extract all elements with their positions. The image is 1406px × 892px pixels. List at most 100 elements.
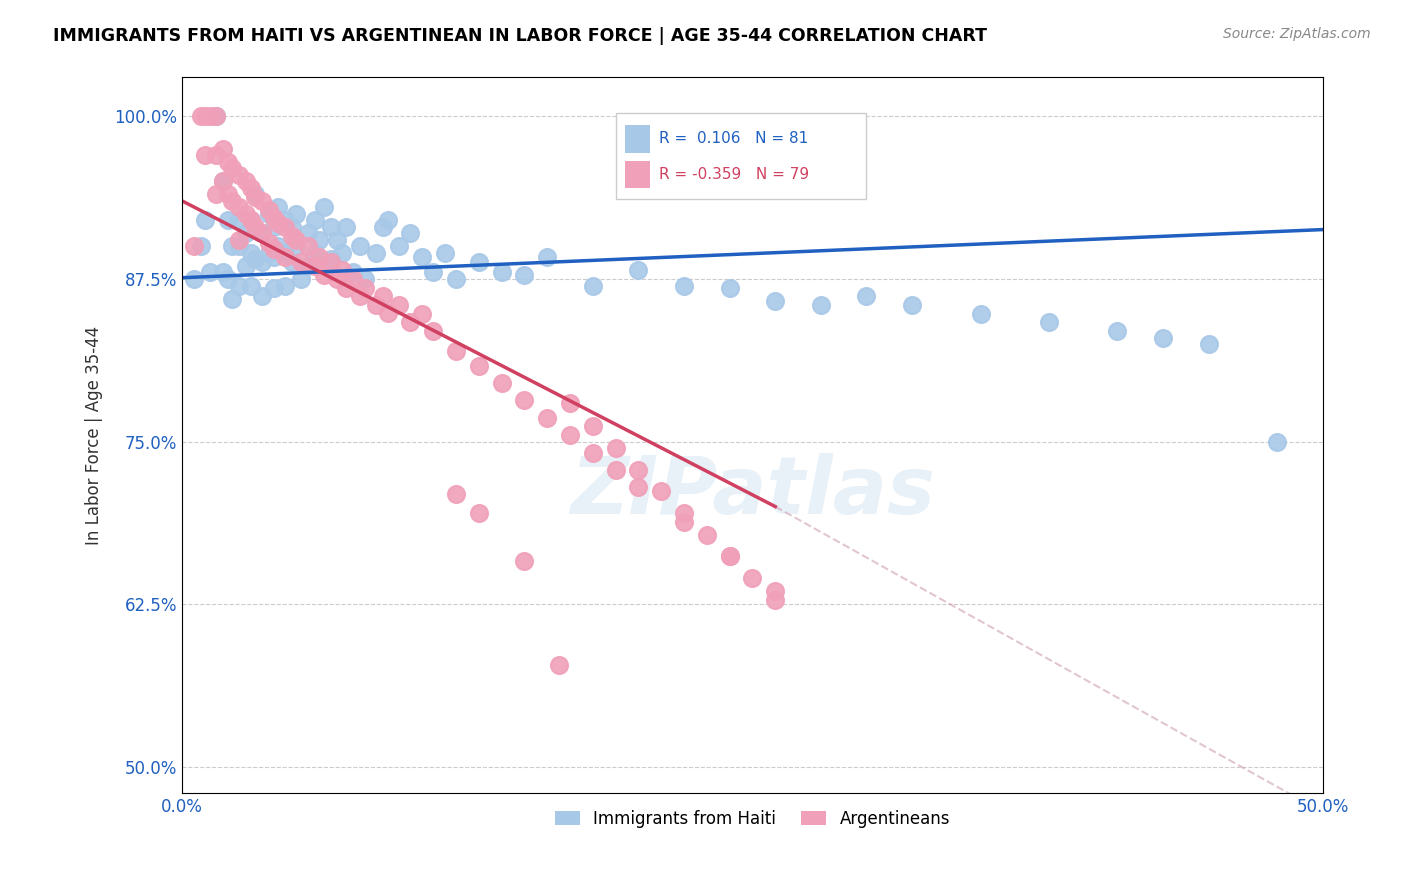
Point bbox=[263, 219, 285, 234]
FancyBboxPatch shape bbox=[616, 113, 866, 199]
Point bbox=[353, 272, 375, 286]
Point bbox=[285, 207, 308, 221]
Point bbox=[536, 411, 558, 425]
Text: ZIPatlas: ZIPatlas bbox=[569, 453, 935, 532]
Point bbox=[228, 278, 250, 293]
Point bbox=[491, 265, 513, 279]
Point bbox=[274, 213, 297, 227]
Point bbox=[297, 259, 319, 273]
Point bbox=[245, 187, 267, 202]
Point bbox=[399, 227, 422, 241]
Point bbox=[319, 252, 342, 267]
Point bbox=[290, 272, 312, 286]
Point bbox=[281, 219, 304, 234]
Point bbox=[366, 298, 388, 312]
Point bbox=[696, 528, 718, 542]
Point bbox=[274, 246, 297, 260]
Point bbox=[239, 278, 262, 293]
Point bbox=[810, 298, 832, 312]
Point bbox=[349, 289, 371, 303]
Point bbox=[312, 268, 335, 282]
Point bbox=[235, 259, 257, 273]
Point bbox=[399, 315, 422, 329]
Point bbox=[263, 281, 285, 295]
Point bbox=[468, 506, 491, 520]
Point bbox=[257, 246, 280, 260]
Point bbox=[673, 278, 696, 293]
Point bbox=[444, 343, 467, 358]
Point bbox=[221, 292, 243, 306]
Point bbox=[297, 227, 319, 241]
Point bbox=[194, 148, 217, 162]
Point bbox=[335, 219, 357, 234]
Point bbox=[1152, 330, 1174, 344]
Point bbox=[969, 307, 991, 321]
Point bbox=[267, 201, 290, 215]
Point bbox=[228, 213, 250, 227]
Point bbox=[217, 187, 239, 202]
Text: IMMIGRANTS FROM HAITI VS ARGENTINEAN IN LABOR FORCE | AGE 35-44 CORRELATION CHAR: IMMIGRANTS FROM HAITI VS ARGENTINEAN IN … bbox=[53, 27, 987, 45]
Point bbox=[650, 483, 672, 498]
Point bbox=[198, 110, 221, 124]
Point bbox=[308, 233, 330, 247]
Point bbox=[250, 289, 273, 303]
Point bbox=[491, 376, 513, 390]
Point bbox=[228, 233, 250, 247]
Point bbox=[901, 298, 924, 312]
Point bbox=[183, 239, 205, 253]
Point bbox=[228, 168, 250, 182]
Point bbox=[582, 419, 605, 434]
Point bbox=[285, 239, 308, 253]
Point bbox=[1198, 337, 1220, 351]
Point bbox=[228, 201, 250, 215]
Point bbox=[304, 259, 326, 273]
Point bbox=[312, 201, 335, 215]
Y-axis label: In Labor Force | Age 35-44: In Labor Force | Age 35-44 bbox=[86, 326, 103, 545]
Point bbox=[281, 229, 304, 244]
Point bbox=[274, 219, 297, 234]
Point bbox=[855, 289, 877, 303]
Point bbox=[267, 216, 290, 230]
Point bbox=[297, 239, 319, 253]
Point bbox=[741, 571, 763, 585]
Point bbox=[718, 281, 741, 295]
Point bbox=[217, 272, 239, 286]
Point bbox=[257, 235, 280, 250]
Point bbox=[444, 486, 467, 500]
Point bbox=[290, 255, 312, 269]
Point bbox=[235, 207, 257, 221]
Point bbox=[411, 307, 433, 321]
Point bbox=[257, 203, 280, 218]
Point bbox=[190, 239, 212, 253]
Point bbox=[239, 181, 262, 195]
Point bbox=[274, 250, 297, 264]
Point bbox=[444, 272, 467, 286]
Point bbox=[205, 148, 228, 162]
Point bbox=[228, 239, 250, 253]
Point bbox=[239, 213, 262, 227]
Point bbox=[468, 255, 491, 269]
Point bbox=[274, 278, 297, 293]
Point bbox=[205, 110, 228, 124]
Point bbox=[217, 213, 239, 227]
Point bbox=[605, 441, 627, 455]
Point bbox=[422, 265, 444, 279]
Point bbox=[627, 263, 650, 277]
Point bbox=[388, 298, 411, 312]
Point bbox=[366, 246, 388, 260]
Point bbox=[194, 213, 217, 227]
FancyBboxPatch shape bbox=[624, 161, 650, 188]
Point bbox=[371, 219, 394, 234]
Point bbox=[377, 213, 399, 227]
Point bbox=[250, 227, 273, 241]
Point bbox=[212, 265, 235, 279]
Point bbox=[263, 211, 285, 225]
Point bbox=[605, 463, 627, 477]
Point bbox=[536, 250, 558, 264]
Point bbox=[330, 246, 353, 260]
Point bbox=[558, 395, 581, 409]
Point bbox=[235, 174, 257, 188]
Point bbox=[267, 239, 290, 253]
Point bbox=[1038, 315, 1060, 329]
Point bbox=[513, 554, 536, 568]
